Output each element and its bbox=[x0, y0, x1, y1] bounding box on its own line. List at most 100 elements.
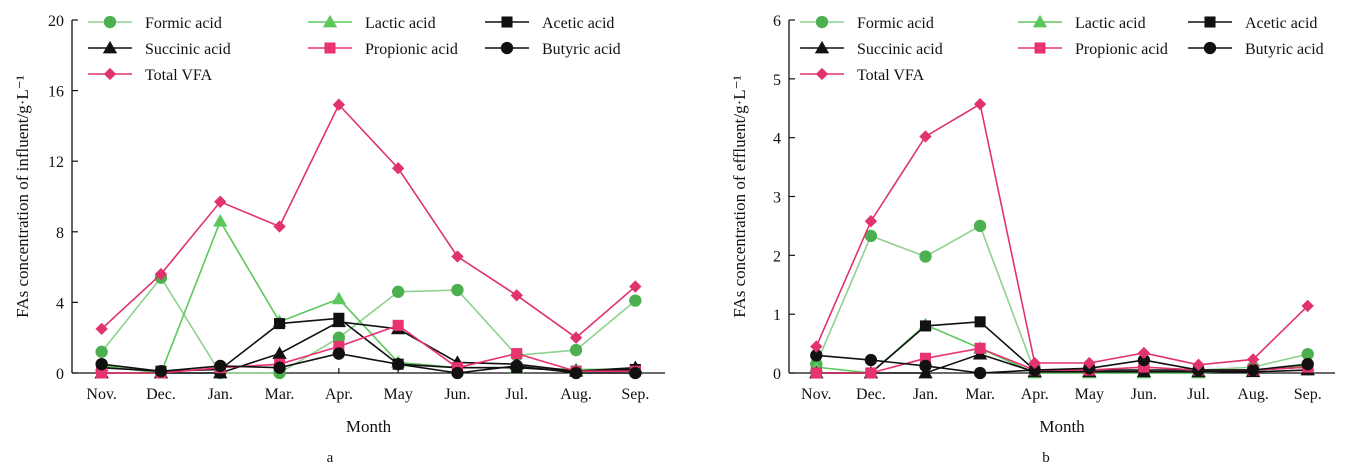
legend-marker bbox=[103, 67, 117, 81]
data-point bbox=[333, 341, 345, 353]
legend-label: Formic acid bbox=[857, 15, 934, 32]
data-point bbox=[629, 366, 642, 380]
y-axis-title: FAs concentration of effluent/g·L⁻¹ bbox=[730, 75, 749, 317]
data-point bbox=[1246, 353, 1260, 366]
legend-item: Succinic acid bbox=[800, 40, 943, 58]
y-axis-title: FAs concentration of influent/g·L⁻¹ bbox=[13, 75, 32, 318]
legend-label: Lactic acid bbox=[1075, 15, 1146, 32]
legend-label: Lactic acid bbox=[365, 15, 436, 32]
y-tick-label: 1 bbox=[773, 307, 781, 324]
series-line bbox=[101, 352, 636, 374]
legend-item: Acetic acid bbox=[485, 15, 614, 32]
legend: Formic acid Lactic acid Acetic acid Succini… bbox=[88, 14, 621, 84]
legend-label: Total VFA bbox=[857, 67, 925, 84]
data-point bbox=[1301, 299, 1314, 313]
legend-marker bbox=[322, 14, 338, 28]
data-point bbox=[919, 352, 932, 364]
legend-marker bbox=[102, 40, 118, 54]
series-line bbox=[816, 323, 1308, 374]
series-line bbox=[101, 103, 636, 339]
data-point bbox=[974, 316, 986, 328]
legend-item: Butyric acid bbox=[485, 41, 621, 58]
series-line bbox=[816, 353, 1308, 374]
data-point bbox=[274, 318, 286, 330]
series-line bbox=[101, 320, 636, 374]
data-point bbox=[95, 358, 108, 371]
data-point bbox=[95, 322, 108, 336]
legend-label: Butyric acid bbox=[542, 41, 621, 58]
y-tick-label: 3 bbox=[773, 190, 781, 207]
series-line bbox=[101, 276, 636, 374]
x-tick-label: Sep. bbox=[621, 386, 649, 403]
data-point bbox=[332, 347, 346, 360]
data-point bbox=[214, 359, 227, 373]
legend-label: Succinic acid bbox=[145, 41, 231, 58]
x-tick-label: Jan. bbox=[913, 386, 938, 403]
legend: Formic acid Lactic acid Acetic acid Succini… bbox=[800, 14, 1324, 84]
legend-label: Acetic acid bbox=[1245, 15, 1317, 32]
data-point bbox=[865, 367, 877, 379]
legend-marker bbox=[1203, 41, 1217, 55]
data-point bbox=[810, 349, 823, 362]
data-point bbox=[510, 359, 523, 373]
data-point bbox=[974, 342, 986, 354]
x-tick-label: Jul. bbox=[1187, 386, 1210, 403]
y-tick-label: 8 bbox=[56, 225, 64, 242]
legend-label: Propionic acid bbox=[365, 41, 458, 58]
data-point bbox=[331, 291, 346, 305]
data-point bbox=[569, 366, 583, 380]
x-tick-label: May bbox=[1075, 386, 1104, 403]
legend-item: Lactic acid bbox=[1018, 14, 1146, 32]
legend-label: Formic acid bbox=[145, 15, 222, 32]
x-tick-label: Jun. bbox=[444, 386, 470, 403]
x-tick-label: Nov. bbox=[801, 386, 832, 403]
chart-panel-b: 0 1 2 3 4 5 6 Nov. Dec. Jan. Mar. Apr. May Jun. Jul. Au… bbox=[730, 13, 1335, 466]
data-point bbox=[1083, 356, 1096, 370]
data-point bbox=[272, 346, 287, 359]
series-line bbox=[101, 317, 636, 373]
data-point bbox=[919, 130, 932, 143]
data-point bbox=[864, 215, 878, 228]
data-point bbox=[1192, 358, 1205, 371]
series-total-vfa bbox=[95, 98, 642, 344]
x-tick-label: Mar. bbox=[265, 386, 295, 403]
legend-marker bbox=[814, 40, 830, 54]
x-tick-label: Sep. bbox=[1294, 386, 1322, 403]
series-line bbox=[816, 320, 1308, 374]
panel-label: a bbox=[327, 450, 334, 466]
legend-marker bbox=[1032, 14, 1048, 28]
data-point bbox=[1028, 356, 1041, 370]
data-point bbox=[810, 340, 823, 353]
x-tick-label: Aug. bbox=[1237, 386, 1269, 403]
y-tick-label: 4 bbox=[56, 295, 64, 312]
legend-marker bbox=[324, 42, 336, 54]
y-tick-label: 0 bbox=[56, 366, 64, 383]
data-point bbox=[810, 367, 822, 379]
legend-marker bbox=[501, 16, 513, 28]
x-tick-label: Mar. bbox=[965, 386, 995, 403]
data-point bbox=[1137, 346, 1151, 360]
series-line bbox=[815, 102, 1309, 366]
data-point bbox=[1137, 353, 1151, 367]
data-point bbox=[569, 343, 583, 357]
legend-label: Acetic acid bbox=[542, 15, 614, 32]
data-point bbox=[629, 294, 642, 307]
series-butyric-acid bbox=[810, 349, 1314, 380]
legend-item: Propionic acid bbox=[308, 41, 458, 58]
panel-label: b bbox=[1042, 450, 1050, 466]
legend-item: Acetic acid bbox=[1188, 15, 1317, 32]
data-point bbox=[864, 353, 878, 367]
data-point bbox=[1028, 363, 1041, 377]
legend-marker bbox=[815, 15, 829, 29]
legend-item: Propionic acid bbox=[1018, 41, 1168, 58]
data-point bbox=[332, 331, 346, 344]
legend-item: Lactic acid bbox=[308, 14, 436, 32]
y-tick-label: 16 bbox=[48, 84, 64, 101]
x-tick-label: Dec. bbox=[146, 386, 176, 403]
y-tick-label: 20 bbox=[48, 13, 64, 30]
legend-label: Propionic acid bbox=[1075, 41, 1168, 58]
x-axis-title: Month bbox=[346, 417, 392, 436]
data-point bbox=[391, 162, 405, 175]
legend-item: Formic acid bbox=[88, 15, 222, 32]
